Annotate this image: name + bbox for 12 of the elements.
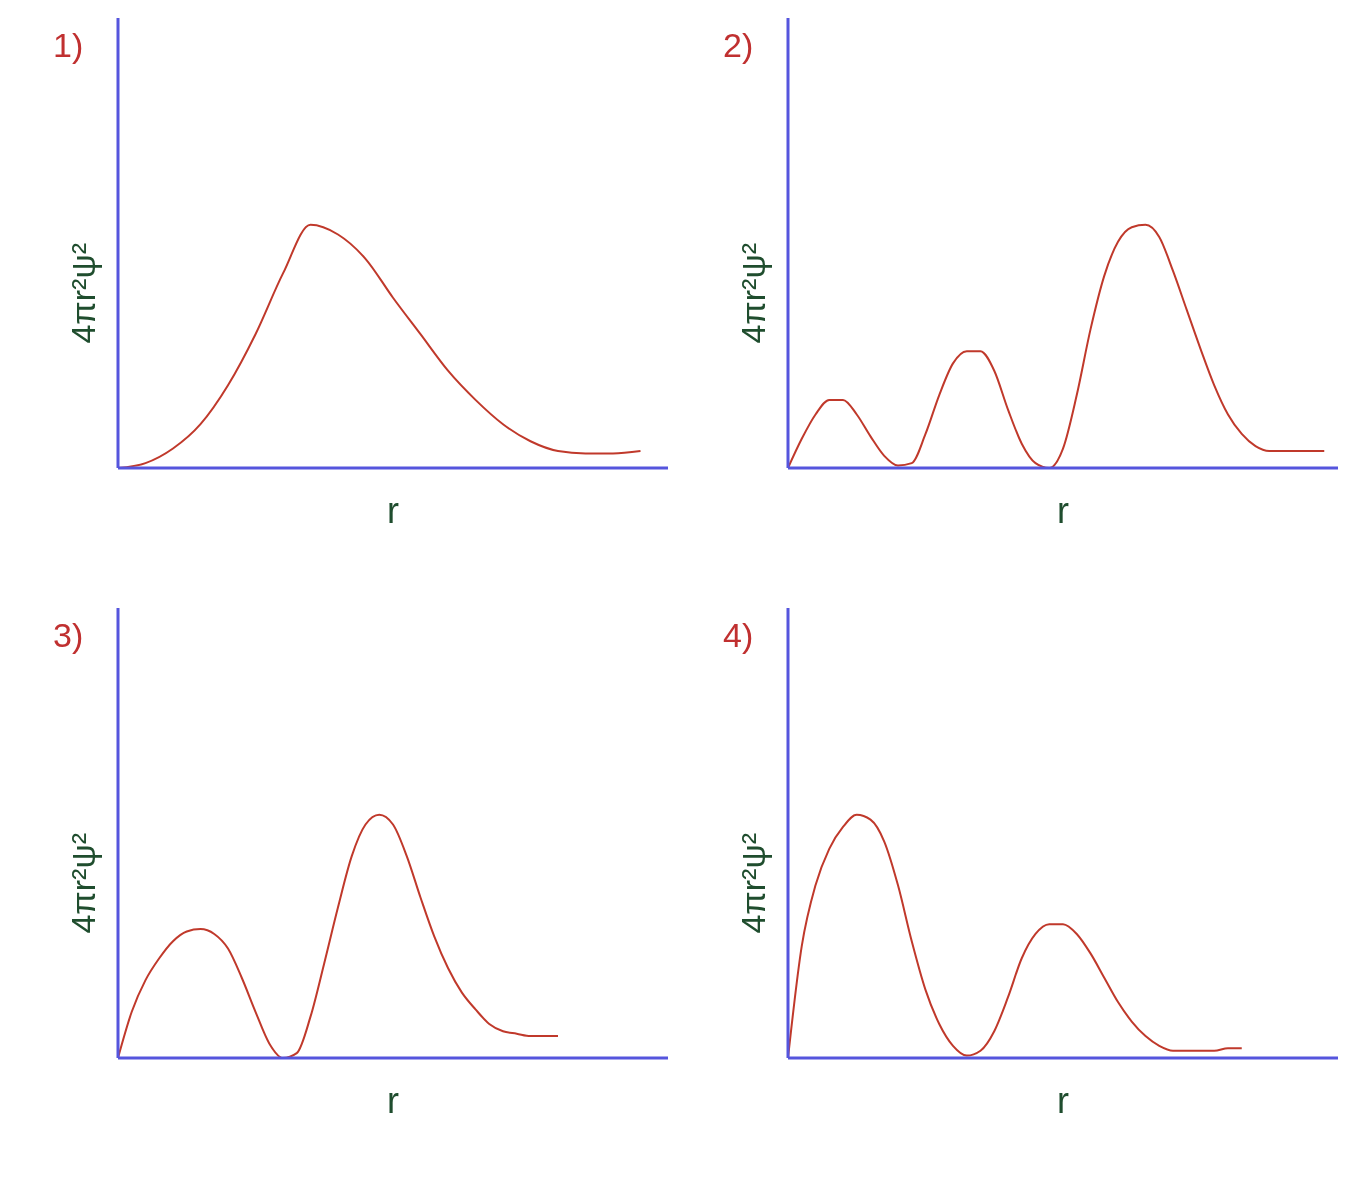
y-axis-title: 4πr²ψ² bbox=[734, 833, 773, 934]
y-axis-title: 4πr²ψ² bbox=[64, 243, 103, 344]
chart-title: 1) bbox=[53, 26, 84, 65]
y-axis-title: 4πr²ψ² bbox=[734, 243, 773, 344]
x-axis-title: r bbox=[1057, 1080, 1069, 1121]
chart-title: 2) bbox=[723, 26, 754, 65]
x-axis-title: r bbox=[1057, 490, 1069, 531]
x-axis-title: r bbox=[387, 1080, 399, 1121]
x-axis-title: r bbox=[387, 490, 399, 531]
y-axis-title: 4πr²ψ² bbox=[64, 833, 103, 934]
chart-title: 3) bbox=[53, 616, 84, 655]
chart-title: 4) bbox=[723, 616, 754, 655]
